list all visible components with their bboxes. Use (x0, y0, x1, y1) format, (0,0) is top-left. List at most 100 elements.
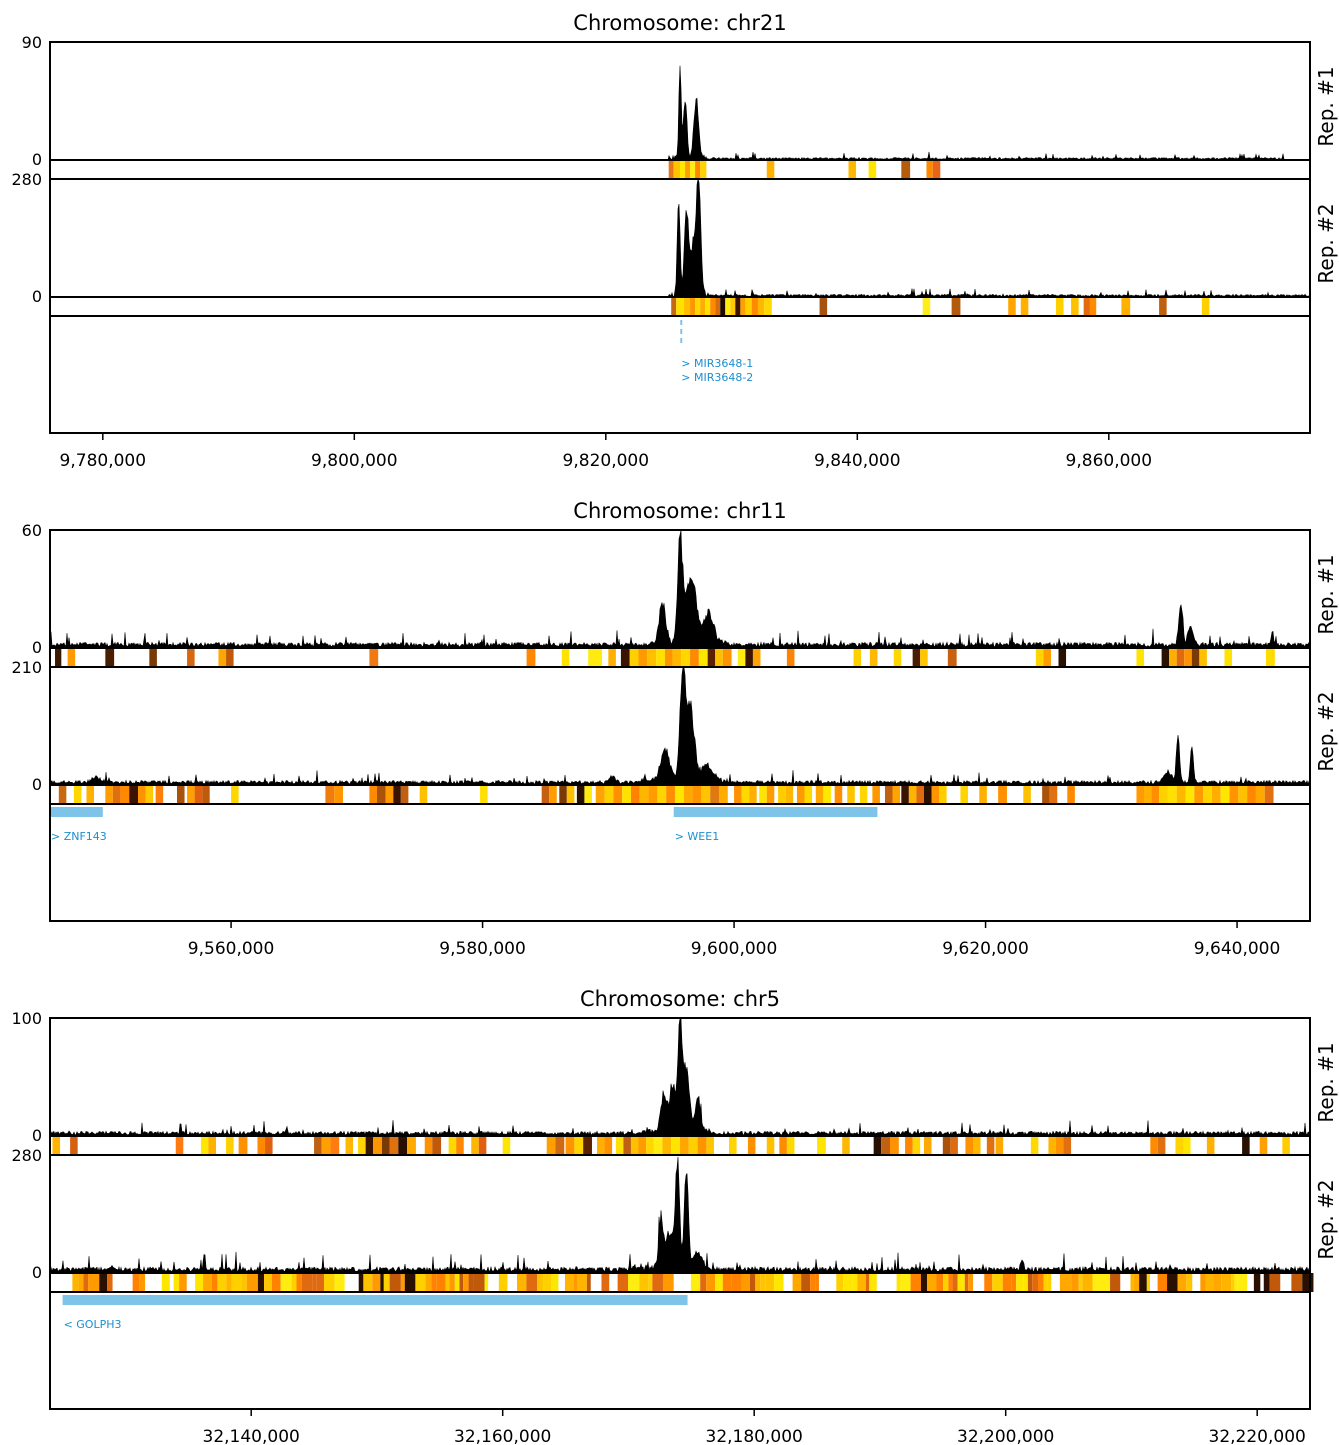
heat-bin (1221, 1273, 1232, 1292)
heat-bin (400, 785, 409, 804)
heat-bin (1259, 1136, 1268, 1155)
heat-bin (173, 1273, 180, 1292)
heat-bin (1255, 785, 1265, 804)
heat-bin (316, 1273, 324, 1292)
series-2: 280 0 Rep. #2 (11, 170, 1338, 317)
heat-bin (445, 1273, 450, 1292)
heat-bin (939, 785, 947, 804)
chart-title: Chromosome: chr5 (580, 987, 780, 1011)
x-tick-label: 9,580,000 (439, 939, 526, 959)
heat-bin (231, 785, 239, 804)
heat-bin (1203, 785, 1212, 804)
heat-bin (226, 648, 234, 667)
heat-bin (595, 785, 605, 804)
heat-bin (1175, 1136, 1183, 1155)
heat-bin (1058, 648, 1067, 667)
heat-bin (620, 648, 630, 667)
heat-bin (710, 297, 716, 316)
heat-bin (321, 1136, 331, 1155)
heat-strip (668, 160, 941, 179)
heat-bin (419, 785, 428, 804)
heat-bin (615, 1136, 624, 1155)
heat-bin (672, 648, 682, 667)
heat-bin (63, 1273, 73, 1292)
heat-bin (700, 160, 707, 179)
heat-bin (601, 1273, 610, 1292)
heat-bin (698, 648, 708, 667)
heat-bin (707, 648, 716, 667)
heat-bin (208, 1136, 216, 1155)
x-tick-label: 32,180,000 (706, 1427, 803, 1445)
heat-bin (175, 1136, 184, 1155)
heat-bin (105, 785, 113, 804)
heat-bin (1151, 785, 1160, 804)
heat-bin (99, 1273, 108, 1292)
heat-bin (195, 1273, 204, 1292)
heat-bin (1049, 785, 1058, 804)
heat-bin (1157, 1273, 1168, 1292)
x-tick-label: 32,220,000 (1209, 1427, 1306, 1445)
heat-bin (1201, 297, 1210, 316)
heat-bin (960, 785, 968, 804)
heat-bin (647, 648, 657, 667)
heat-bin (177, 785, 185, 804)
heat-bin (334, 1273, 345, 1292)
heat-bin (823, 785, 831, 804)
heat-bin (722, 1273, 732, 1292)
heat-bin (801, 1273, 811, 1292)
heat-bin (588, 648, 603, 667)
heat-bin (868, 160, 877, 179)
heat-bin (1055, 297, 1064, 316)
heat-bin (555, 1136, 565, 1155)
heat-bin (745, 648, 753, 667)
heat-bin (1191, 648, 1200, 667)
heat-bin (70, 1136, 78, 1155)
heat-bin (722, 648, 732, 667)
heat-bin (1205, 1273, 1214, 1292)
heat-bin (363, 1273, 373, 1292)
heat-bin (695, 160, 701, 179)
heat-bin (715, 297, 721, 316)
heat-bin (680, 160, 686, 179)
heat-bin (105, 648, 115, 667)
heat-bin (1082, 1273, 1093, 1292)
heat-bin (112, 785, 121, 804)
heat-bin (646, 1136, 654, 1155)
heat-bin (334, 785, 343, 804)
heat-bin (1047, 1273, 1052, 1292)
heat-bin (1043, 1273, 1048, 1292)
heat-bin (1213, 1273, 1222, 1292)
heat-bin (751, 297, 758, 316)
heat-bin (1043, 648, 1051, 667)
heat-bin (950, 1136, 958, 1155)
heat-bin (468, 1273, 474, 1292)
y-min-label: 0 (32, 150, 42, 169)
heat-bin (1242, 1136, 1250, 1155)
heat-bin (747, 1136, 756, 1155)
x-tick-label: 9,840,000 (814, 451, 901, 471)
heat-bin (668, 160, 674, 179)
heat-bin (792, 1273, 802, 1292)
heat-bin (1206, 1136, 1215, 1155)
heat-bin (186, 1273, 196, 1292)
heat-bin (88, 1273, 100, 1292)
heat-bin (666, 785, 675, 804)
heat-bin (389, 1136, 399, 1155)
heat-bin (1229, 785, 1239, 804)
gene-label: < GOLPH3 (64, 1318, 122, 1331)
heat-bin (701, 785, 711, 804)
heat-bin (155, 785, 164, 804)
heat-bin (407, 1136, 416, 1155)
heat-bin (880, 1273, 890, 1292)
heat-bin (998, 785, 1007, 804)
heat-bin (246, 1273, 258, 1292)
y-max-label: 280 (11, 170, 42, 189)
heat-bin (149, 648, 157, 667)
heat-bin (986, 1136, 995, 1155)
heat-bin (551, 1273, 559, 1292)
heat-bin (480, 785, 488, 804)
heat-bin (734, 785, 742, 804)
heat-bin (884, 785, 893, 804)
heat-bin (926, 160, 933, 179)
